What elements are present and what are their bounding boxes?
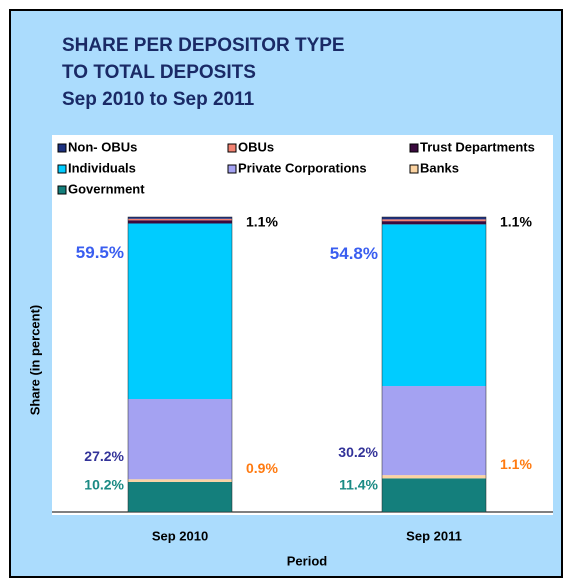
bar-outline (381, 216, 487, 513)
bar-segment (382, 386, 486, 476)
bar-segment (128, 481, 232, 512)
bar-segment (382, 224, 486, 387)
legend-swatch (409, 143, 419, 153)
data-label: 11.4% (339, 477, 378, 493)
data-label: 0.9% (246, 460, 278, 476)
legend-swatch (57, 143, 67, 153)
legend-swatch (57, 164, 67, 174)
legend-swatch (227, 143, 237, 153)
data-label: 59.5% (76, 243, 124, 262)
data-label: 54.8% (330, 244, 378, 263)
bar-segment (128, 220, 232, 224)
x-tick-label: Sep 2011 (406, 528, 462, 543)
bar-segment (128, 218, 232, 221)
legend-label: Banks (420, 160, 459, 175)
bar-segment (128, 479, 232, 482)
legend-label: Non- OBUs (68, 139, 137, 154)
bar-segment (382, 475, 486, 479)
x-tick-label: Sep 2010 (152, 528, 208, 543)
legend-label: Government (68, 181, 145, 196)
data-label: 27.2% (84, 448, 124, 464)
data-label: 1.1% (500, 214, 532, 230)
data-label: 1.1% (500, 456, 532, 472)
bar-segment (128, 217, 232, 219)
chart-title: TO TOTAL DEPOSITS (62, 62, 256, 83)
bar-segment (382, 217, 486, 220)
legend-label: Individuals (68, 160, 136, 175)
bar-outline (127, 216, 233, 513)
chart-title: Sep 2010 to Sep 2011 (62, 89, 255, 110)
data-label: 1.1% (246, 214, 278, 230)
legend-label: Private Corporations (238, 160, 367, 175)
y-axis-label: Share (in percent) (27, 305, 42, 416)
legend-label: OBUs (238, 139, 274, 154)
legend-swatch (57, 185, 67, 195)
legend-label: Trust Departments (420, 139, 535, 154)
data-label: 30.2% (338, 444, 378, 460)
bar-segment (128, 399, 232, 480)
bar-segment (382, 219, 486, 222)
legend-swatch (409, 164, 419, 174)
data-label: 10.2% (84, 477, 124, 493)
legend-swatch (227, 164, 237, 174)
x-axis-label: Period (287, 553, 328, 568)
bar-segment (382, 478, 486, 512)
bar-segment (382, 221, 486, 225)
bar-segment (128, 223, 232, 400)
chart-title: SHARE PER DEPOSITOR TYPE (62, 35, 345, 56)
